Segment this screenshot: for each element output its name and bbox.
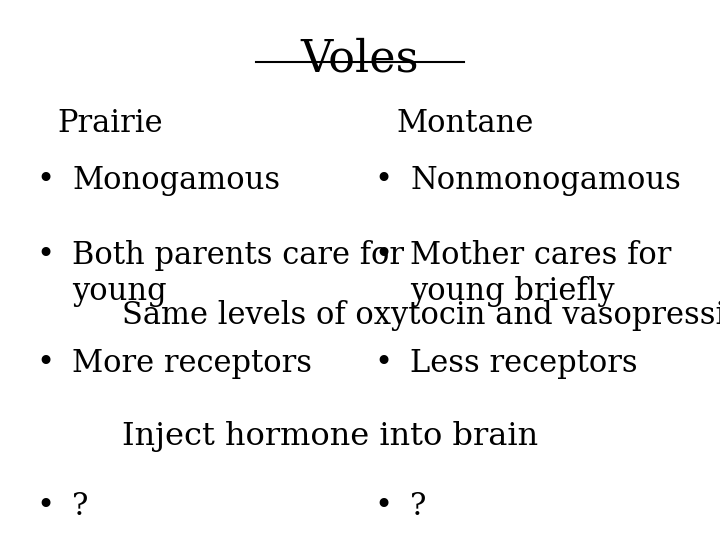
Text: Same levels of oxytocin and vasopressin: Same levels of oxytocin and vasopressin <box>122 300 720 330</box>
Text: •: • <box>374 165 392 195</box>
Text: Mother cares for
young briefly: Mother cares for young briefly <box>410 240 672 307</box>
Text: •: • <box>374 240 392 271</box>
Text: •: • <box>374 491 392 522</box>
Text: Prairie: Prairie <box>58 108 163 139</box>
Text: Nonmonogamous: Nonmonogamous <box>410 165 681 195</box>
Text: Less receptors: Less receptors <box>410 348 638 379</box>
Text: Voles: Voles <box>301 38 419 81</box>
Text: •: • <box>36 240 54 271</box>
Text: •: • <box>36 491 54 522</box>
Text: Both parents care for
young: Both parents care for young <box>72 240 404 307</box>
Text: Monogamous: Monogamous <box>72 165 280 195</box>
Text: •: • <box>36 348 54 379</box>
Text: •: • <box>36 165 54 195</box>
Text: •: • <box>374 348 392 379</box>
Text: ?: ? <box>72 491 89 522</box>
Text: Montane: Montane <box>396 108 534 139</box>
Text: Inject hormone into brain: Inject hormone into brain <box>122 421 539 452</box>
Text: More receptors: More receptors <box>72 348 312 379</box>
Text: ?: ? <box>410 491 427 522</box>
